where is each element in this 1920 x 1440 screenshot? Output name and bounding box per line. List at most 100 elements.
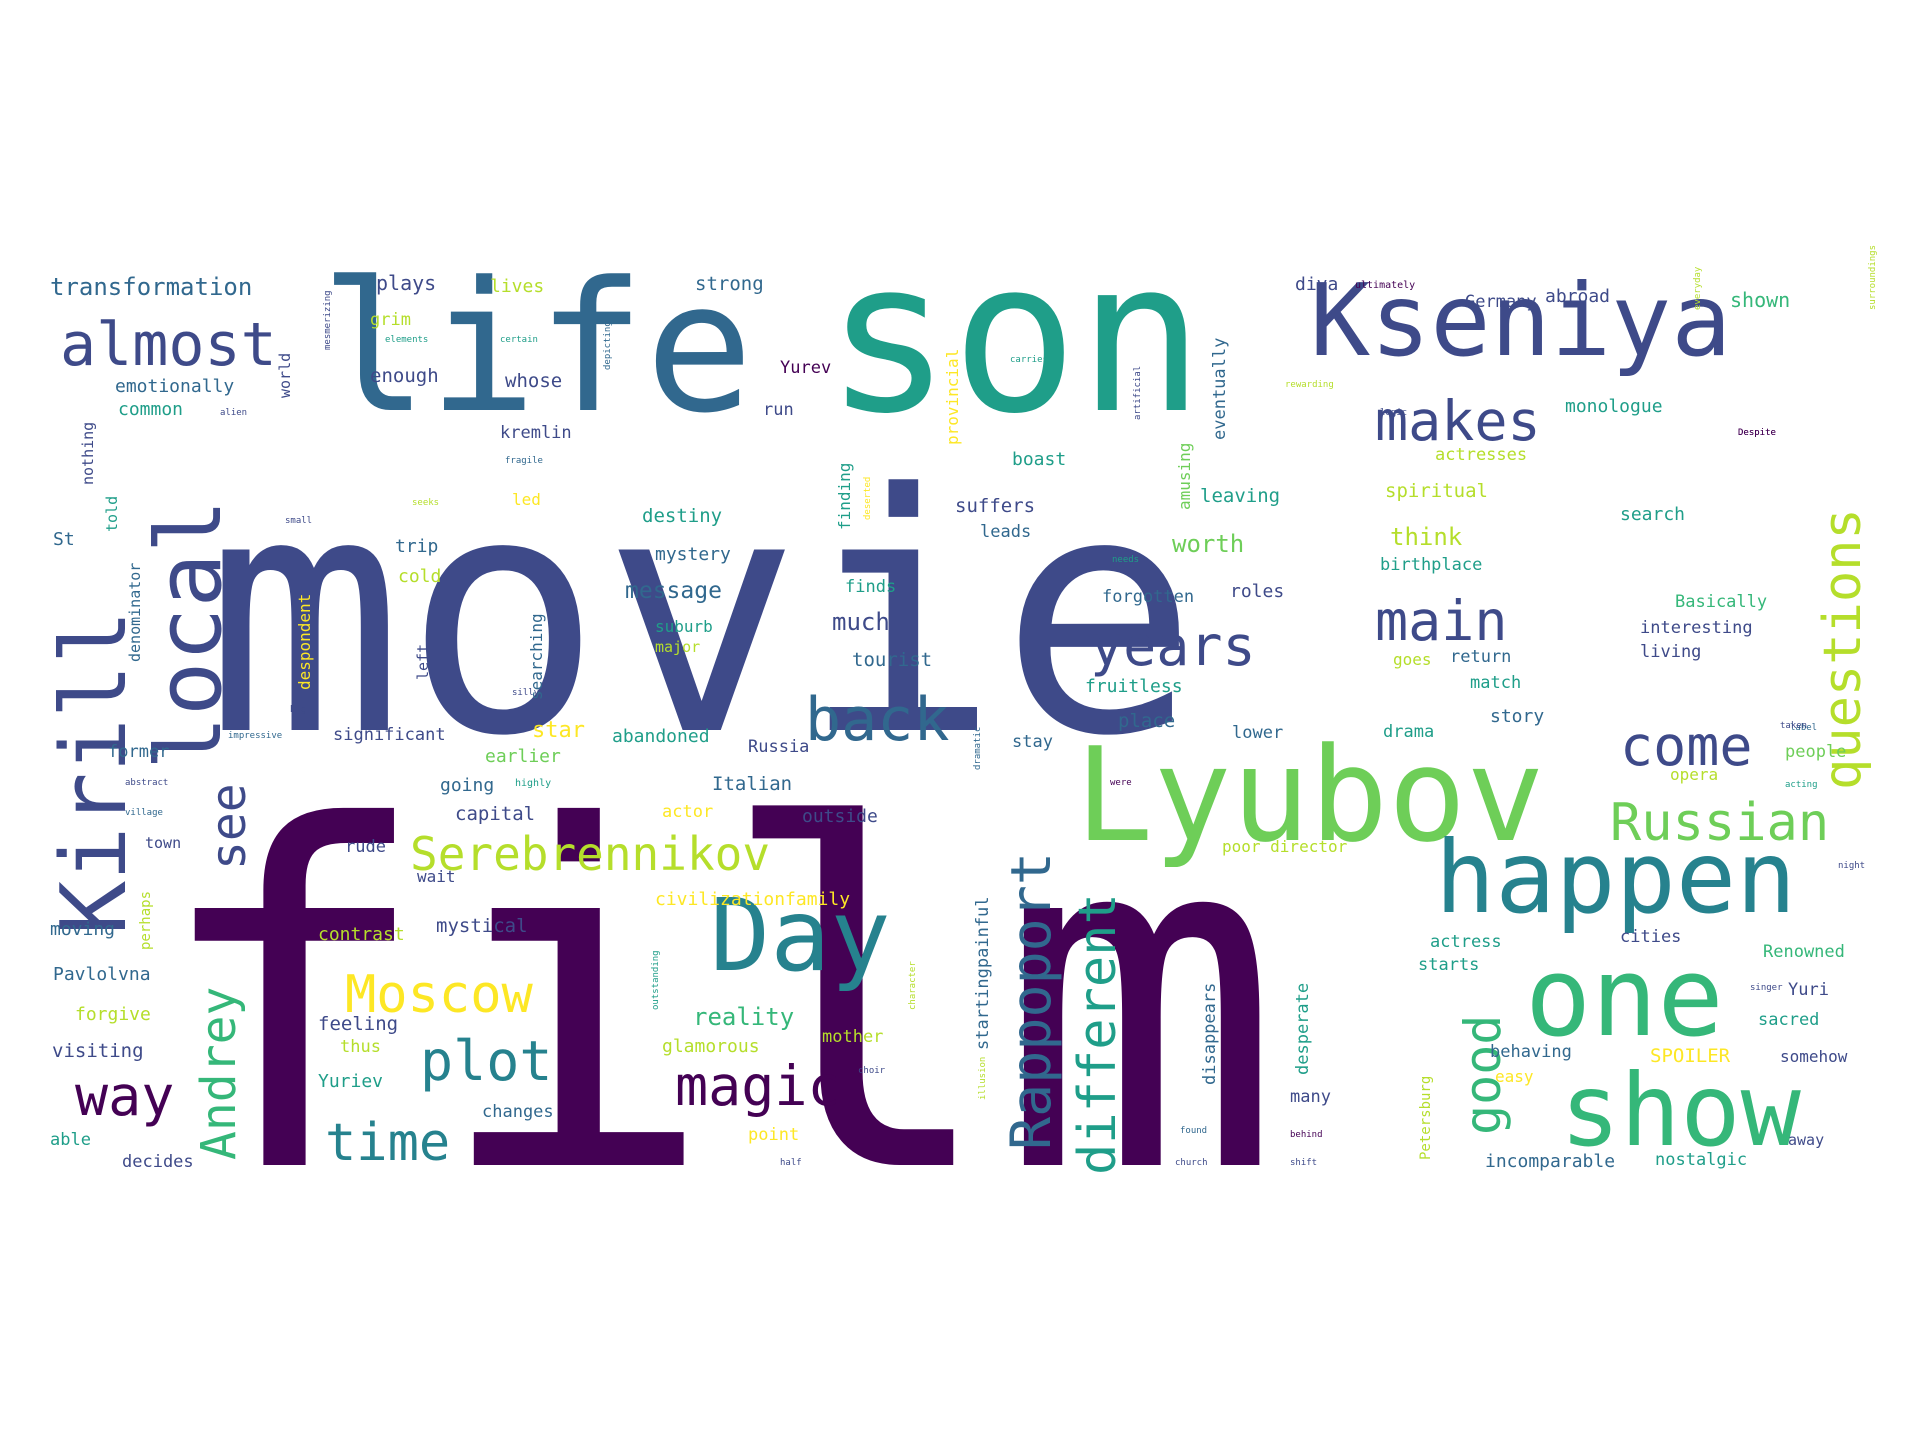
word-alien: alien bbox=[220, 408, 247, 418]
word-russian: Russian bbox=[1610, 793, 1829, 853]
word-time: time bbox=[325, 1113, 450, 1173]
word-strong: strong bbox=[695, 273, 764, 295]
word-star: star bbox=[532, 718, 585, 743]
word-character: character bbox=[908, 961, 918, 1010]
word-back: back bbox=[805, 685, 950, 755]
word-despondent: despondent bbox=[295, 594, 314, 690]
word-abroad: abroad bbox=[1545, 286, 1610, 307]
word-contrast: contrast bbox=[318, 924, 405, 945]
word-forgive: forgive bbox=[75, 1004, 151, 1025]
word-rude: rude bbox=[345, 837, 386, 857]
word-choir: choir bbox=[858, 1066, 886, 1076]
word-big: big bbox=[290, 705, 306, 715]
word-spoiler: SPOILER bbox=[1650, 1045, 1731, 1067]
word-carries: carries bbox=[1010, 355, 1048, 365]
word-incomparable: incomparable bbox=[1485, 1151, 1615, 1172]
word-whose: whose bbox=[505, 370, 562, 392]
word-drama: drama bbox=[1383, 722, 1434, 742]
word-russia: Russia bbox=[748, 737, 809, 757]
word-mystery: mystery bbox=[655, 544, 731, 565]
word-left: left bbox=[414, 644, 432, 680]
word-pavlolvna: Pavlolvna bbox=[53, 964, 151, 985]
word-cold: cold bbox=[398, 566, 441, 587]
word-worth: worth bbox=[1172, 530, 1244, 558]
word-basically: Basically bbox=[1675, 592, 1767, 612]
word-everyday: everyday bbox=[1693, 266, 1703, 310]
word-search: search bbox=[1620, 504, 1685, 525]
word-boast: boast bbox=[1012, 449, 1066, 470]
word-andrey: Andrey bbox=[191, 987, 247, 1160]
word-life: life bbox=[320, 244, 753, 453]
word-lyubov: Lyubov bbox=[1075, 719, 1545, 871]
word-message: message bbox=[625, 578, 722, 604]
word-different: different bbox=[1068, 893, 1128, 1175]
word-common: common bbox=[118, 399, 183, 420]
word-artificial: artificial bbox=[1133, 366, 1143, 420]
word-movie: movie bbox=[205, 424, 1198, 808]
word-local: local bbox=[137, 499, 242, 770]
word-church: church bbox=[1175, 1158, 1208, 1168]
word-found: found bbox=[1180, 1126, 1207, 1136]
word-outside: outside bbox=[802, 806, 878, 827]
word-tourist: tourist bbox=[852, 649, 932, 671]
word-point: point bbox=[748, 1125, 799, 1145]
word-actress: actress bbox=[1430, 932, 1502, 952]
word-thus: thus bbox=[340, 1037, 381, 1057]
word-grim: grim bbox=[370, 310, 411, 330]
word-kseniya: Kseniya bbox=[1310, 262, 1731, 379]
word-questions: questions bbox=[1813, 508, 1873, 790]
word-destiny: destiny bbox=[642, 505, 722, 527]
word-rappoport: Rappoport bbox=[999, 852, 1063, 1150]
word-enough: enough bbox=[370, 365, 439, 387]
word-amusing: amusing bbox=[1175, 443, 1194, 510]
word-fragile: fragile bbox=[505, 456, 543, 466]
word-feeling: feeling bbox=[318, 1013, 398, 1035]
word-makes: makes bbox=[1375, 389, 1541, 453]
word-yuriev: Yuriev bbox=[318, 1071, 383, 1092]
word-interesting: interesting bbox=[1640, 618, 1753, 638]
word-return: return bbox=[1450, 647, 1511, 667]
word-shown: shown bbox=[1730, 288, 1790, 312]
word-needs: needs bbox=[1112, 555, 1139, 565]
word-moving: moving bbox=[50, 919, 115, 940]
word-behaving: behaving bbox=[1490, 1042, 1572, 1062]
word-capital: capital bbox=[455, 803, 535, 825]
word-village: village bbox=[125, 808, 163, 818]
word-impressive: impressive bbox=[228, 731, 282, 741]
word-diva: diva bbox=[1295, 274, 1338, 295]
word-forgotten: forgotten bbox=[1102, 587, 1194, 607]
word-renowned: Renowned bbox=[1763, 942, 1845, 962]
word-run: run bbox=[763, 400, 794, 420]
word-story: story bbox=[1490, 706, 1544, 727]
word-certain: certain bbox=[500, 335, 538, 345]
word-starts: starts bbox=[1418, 955, 1479, 975]
word-were: were bbox=[1110, 778, 1132, 788]
word-happen: happen bbox=[1435, 819, 1796, 936]
word-changes: changes bbox=[482, 1102, 554, 1122]
word-germany: Germany bbox=[1465, 292, 1537, 312]
word-able: able bbox=[50, 1130, 91, 1150]
word-emotionally: emotionally bbox=[115, 376, 234, 397]
word-away: away bbox=[1788, 1131, 1824, 1149]
word-yuri: Yuri bbox=[1788, 980, 1829, 1000]
word-petersburg: Petersburg bbox=[1418, 1076, 1434, 1160]
word-roles: roles bbox=[1230, 581, 1284, 602]
word-elements: elements bbox=[385, 335, 428, 345]
word-trip: trip bbox=[395, 536, 438, 557]
word-outstanding: outstanding bbox=[651, 950, 661, 1010]
word-transformation: transformation bbox=[50, 273, 252, 301]
word-place: place bbox=[1118, 710, 1175, 732]
word-match: match bbox=[1470, 673, 1521, 693]
word-surroundings: surroundings bbox=[1868, 245, 1878, 310]
word-taken: taken bbox=[1780, 721, 1807, 731]
word-poor-director: poor director bbox=[1222, 837, 1348, 856]
word-going: going bbox=[440, 775, 494, 796]
word-glamorous: glamorous bbox=[662, 1036, 760, 1057]
word-one: one bbox=[1525, 933, 1724, 1061]
word-son: son bbox=[825, 215, 1204, 460]
word-perhaps: perhaps bbox=[138, 891, 154, 950]
word-people: people bbox=[1785, 742, 1846, 762]
word-day: Day bbox=[710, 877, 891, 994]
word-nothing: nothing bbox=[79, 422, 97, 485]
